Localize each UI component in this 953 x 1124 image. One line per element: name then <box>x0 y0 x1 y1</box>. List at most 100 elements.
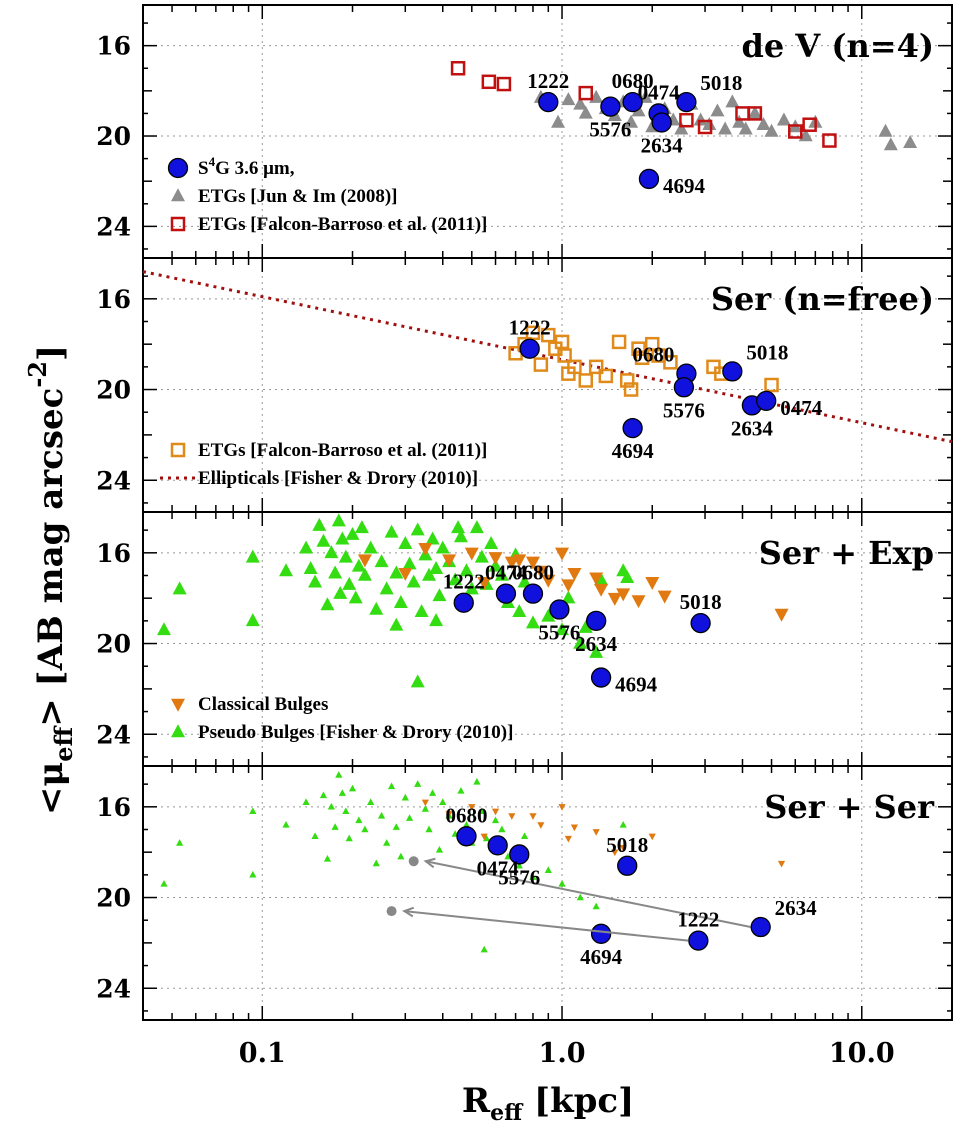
arrow-head <box>423 857 436 869</box>
etg_falcon-point <box>802 117 817 132</box>
pseudo-point <box>312 517 327 531</box>
series-s4g <box>453 583 711 688</box>
classical-point <box>594 583 609 597</box>
classical-point <box>555 547 570 561</box>
pseudo-point <box>249 870 257 878</box>
etg_falcon-point <box>554 334 570 350</box>
pseudo-point <box>397 852 405 860</box>
etg_jun-point <box>883 137 898 151</box>
galaxy-label: 1222 <box>677 908 719 932</box>
galaxy-label: 5576 <box>538 621 580 645</box>
classical-point <box>607 592 622 606</box>
s4g-point <box>487 835 508 856</box>
etg_jun-point <box>878 123 893 137</box>
pseudo-point <box>619 821 627 828</box>
pseudo-point <box>406 574 421 588</box>
series-s4g <box>519 338 777 439</box>
legend: ETGs [Falcon-Barroso et al. (2011)] Ellip… <box>160 440 487 489</box>
pseudo-point <box>429 560 444 574</box>
etg_falcon-point <box>679 112 694 128</box>
legend: Classical Bulges Pseudo Bulges [Fisher & … <box>171 694 513 743</box>
pseudo-point <box>410 674 425 688</box>
etg_falcon-point <box>533 357 549 372</box>
shifted-point <box>386 906 397 917</box>
legend-entry: Pseudo Bulges [Fisher & Drory (2010)] <box>198 722 513 743</box>
pseudo-point <box>374 554 389 568</box>
s4g-point <box>549 599 570 620</box>
pseudo-point <box>478 807 486 815</box>
classical-point <box>592 829 600 836</box>
x-tick-label: 1.0 <box>539 1038 586 1069</box>
pseudo-point <box>361 825 369 833</box>
pseudo-point <box>348 590 363 604</box>
pseudo-point <box>333 585 348 599</box>
pseudo-point <box>491 816 500 824</box>
arrow-head <box>402 906 415 918</box>
pseudo-point <box>389 617 404 631</box>
galaxy-label: 5018 <box>700 71 742 95</box>
pseudo-point <box>480 945 488 953</box>
pseudo-point <box>462 821 471 828</box>
classical-point <box>558 804 566 811</box>
pseudo-point <box>392 823 400 830</box>
pseudo-point <box>172 581 187 595</box>
galaxy-label: 4694 <box>615 673 658 697</box>
pseudo-point <box>328 565 343 579</box>
etg_jun-point <box>578 105 593 119</box>
y-tick-label: 24 <box>96 974 131 1003</box>
pseudo-point <box>429 613 444 627</box>
pseudo-point <box>279 563 294 577</box>
classical-point <box>533 565 548 579</box>
s4g-point <box>688 930 709 951</box>
s4g-point <box>638 168 660 190</box>
galaxy-label: 0474 <box>477 856 520 880</box>
pseudo-point <box>405 814 414 821</box>
classical-point <box>442 554 457 568</box>
pseudo-point <box>425 825 433 833</box>
grid <box>143 258 952 512</box>
series-s4g <box>456 826 771 951</box>
etg_falcon-point <box>557 348 572 363</box>
etg_falcon-point <box>619 373 635 388</box>
panel-title: Ser (n=free) <box>711 280 934 318</box>
pseudo-point <box>473 777 481 785</box>
pseudo-point <box>357 567 372 581</box>
classical-point <box>589 572 604 586</box>
pseudo-point <box>498 825 506 833</box>
classical-point <box>512 554 527 568</box>
pseudo-point <box>401 793 409 801</box>
y-tick-label: 20 <box>96 376 131 405</box>
galaxy-label: 1222 <box>527 69 569 93</box>
y-tick-label: 16 <box>96 32 131 61</box>
pseudo-point <box>303 560 318 574</box>
pseudo-point <box>589 644 604 658</box>
etg_falcon-point <box>634 350 650 366</box>
pseudo-point <box>316 533 331 547</box>
galaxy-label: 0474 <box>780 396 823 420</box>
classical-point <box>777 860 786 868</box>
s4g-point <box>586 610 607 632</box>
pseudo-point <box>525 615 540 629</box>
pseudo-point <box>439 798 447 805</box>
galaxy-label: 5018 <box>746 340 788 364</box>
legend-marker-pseudo <box>171 724 185 738</box>
etg_jun-point <box>732 114 747 128</box>
galaxy-label: 2634 <box>575 632 618 656</box>
classical-point <box>468 804 476 811</box>
panel-title: de V (n=4) <box>742 27 934 65</box>
pseudo-point <box>355 816 363 824</box>
pseudo-point <box>249 807 257 815</box>
legend-marker-falcon <box>170 442 186 458</box>
classical-point <box>567 567 582 581</box>
classical-point <box>525 556 540 570</box>
pseudo-point <box>517 574 532 588</box>
galaxy-label: 5018 <box>680 590 722 614</box>
etg_jun-point <box>624 114 639 128</box>
s4g-point <box>519 338 540 359</box>
s4g-point <box>622 91 643 113</box>
galaxy-label: 4694 <box>663 174 706 198</box>
pseudo-point <box>335 771 343 778</box>
pseudo-point <box>342 576 357 590</box>
